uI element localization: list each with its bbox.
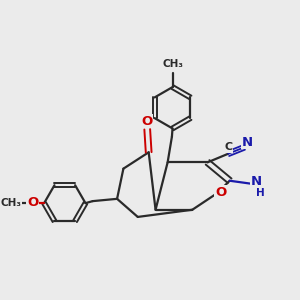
Text: H: H [256,188,265,198]
Text: O: O [141,115,152,128]
Text: CH₃: CH₃ [1,198,22,208]
Text: O: O [215,186,226,199]
Text: N: N [242,136,253,149]
Text: CH₃: CH₃ [162,58,183,68]
Text: O: O [27,196,38,209]
Text: C: C [225,142,233,152]
Text: N: N [251,175,262,188]
